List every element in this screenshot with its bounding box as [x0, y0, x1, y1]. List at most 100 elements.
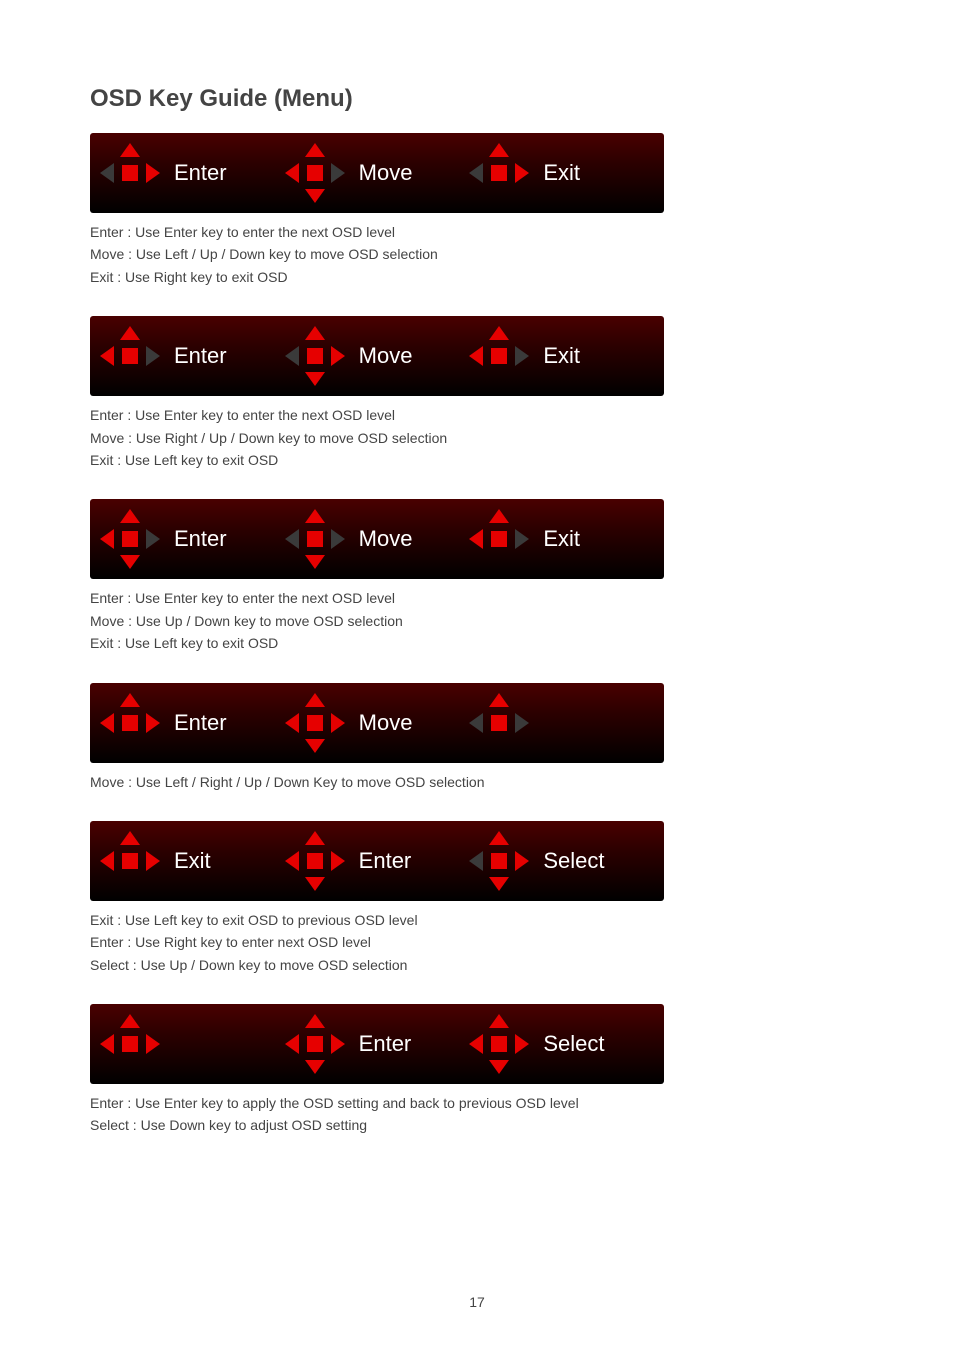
arrow-left-icon [469, 346, 483, 366]
key-description: Select : Use Up / Down key to move OSD s… [90, 954, 864, 976]
arrow-up-icon [120, 693, 140, 707]
key-group: Move [285, 507, 470, 571]
arrow-up-icon [120, 831, 140, 845]
arrow-left-icon [285, 851, 299, 871]
page-title: OSD Key Guide (Menu) [90, 85, 864, 113]
arrow-right-icon [331, 346, 345, 366]
arrow-right-icon [515, 1034, 529, 1054]
arrow-right-icon [146, 713, 160, 733]
key-group: Select [469, 1012, 654, 1076]
center-square-icon [122, 1036, 138, 1052]
arrow-left-icon [100, 851, 114, 871]
arrow-down-icon [305, 739, 325, 753]
key-label: Enter [174, 160, 227, 186]
key-group: Enter [285, 1012, 470, 1076]
arrow-down-icon [489, 877, 509, 891]
arrow-left-icon [285, 346, 299, 366]
key-guide-section: EnterMoveMove : Use Left / Right / Up / … [90, 683, 864, 793]
joystick-icon [100, 1012, 160, 1076]
arrow-right-icon [146, 163, 160, 183]
center-square-icon [307, 165, 323, 181]
arrow-right-icon [515, 346, 529, 366]
joystick-icon [285, 829, 345, 893]
arrow-right-icon [331, 851, 345, 871]
key-guide-section: EnterMoveExit Enter : Use Enter key to en… [90, 316, 864, 471]
arrow-up-icon [305, 693, 325, 707]
arrow-right-icon [146, 346, 160, 366]
arrow-right-icon [515, 851, 529, 871]
arrow-left-icon [469, 851, 483, 871]
joystick-icon [285, 324, 345, 388]
center-square-icon [122, 715, 138, 731]
key-guide-bar: Enter Move Exit [90, 133, 664, 213]
arrow-up-icon [120, 143, 140, 157]
arrow-right-icon [146, 529, 160, 549]
key-guide-bar: Enter Select [90, 1004, 664, 1084]
key-guide-section: Enter Select Enter : Use Enter key to appl… [90, 1004, 864, 1137]
key-label: Enter [174, 710, 227, 736]
joystick-icon [100, 691, 160, 755]
arrow-up-icon [489, 143, 509, 157]
center-square-icon [307, 715, 323, 731]
arrow-left-icon [285, 529, 299, 549]
arrow-up-icon [120, 1014, 140, 1028]
center-square-icon [491, 165, 507, 181]
key-guide-bar: EnterMoveExit [90, 316, 664, 396]
arrow-left-icon [100, 346, 114, 366]
joystick-icon [285, 507, 345, 571]
key-group: Select [469, 829, 654, 893]
arrow-up-icon [489, 326, 509, 340]
key-guide-bar: Enter Move [90, 683, 664, 763]
key-description: Enter : Use Enter key to apply the OSD s… [90, 1092, 864, 1114]
key-group [100, 1012, 285, 1076]
key-group: Enter [100, 507, 285, 571]
center-square-icon [307, 348, 323, 364]
joystick-icon [100, 507, 160, 571]
key-label: Exit [543, 160, 580, 186]
center-square-icon [491, 715, 507, 731]
key-guide-bar: Enter Move Exit [90, 499, 664, 579]
arrow-up-icon [305, 143, 325, 157]
arrow-down-icon [305, 555, 325, 569]
key-group: Move [285, 141, 470, 205]
joystick-icon [285, 141, 345, 205]
arrow-left-icon [285, 713, 299, 733]
key-label: Enter [174, 526, 227, 552]
key-description: Enter : Use Enter key to enter the next … [90, 404, 864, 426]
arrow-left-icon [100, 713, 114, 733]
joystick-icon [469, 1012, 529, 1076]
key-group: Enter [100, 141, 285, 205]
key-group: Enter [100, 691, 285, 755]
arrow-up-icon [305, 509, 325, 523]
center-square-icon [122, 348, 138, 364]
center-square-icon [122, 165, 138, 181]
arrow-down-icon [305, 1060, 325, 1074]
joystick-icon [469, 829, 529, 893]
joystick-icon [285, 1012, 345, 1076]
arrow-up-icon [120, 509, 140, 523]
key-label: Exit [543, 526, 580, 552]
arrow-right-icon [146, 851, 160, 871]
key-label: Move [359, 160, 413, 186]
arrow-up-icon [305, 831, 325, 845]
arrow-left-icon [469, 1034, 483, 1054]
arrow-up-icon [489, 1014, 509, 1028]
key-group: Exit [469, 507, 654, 571]
arrow-up-icon [489, 693, 509, 707]
center-square-icon [122, 853, 138, 869]
key-label: Move [359, 526, 413, 552]
arrow-up-icon [489, 509, 509, 523]
key-description: Exit : Use Left key to exit OSD [90, 632, 864, 654]
key-description: Enter : Use Enter key to enter the next … [90, 221, 864, 243]
key-label: Move [359, 710, 413, 736]
arrow-down-icon [120, 555, 140, 569]
key-guide-section: EnterMoveExitEnter : Use Enter key to en… [90, 499, 864, 654]
arrow-left-icon [469, 529, 483, 549]
key-label: Select [543, 1031, 604, 1057]
key-guide-section: Enter Move Exit Enter : Use Enter key to en… [90, 133, 864, 288]
key-label: Enter [174, 343, 227, 369]
key-group: Exit [100, 829, 285, 893]
key-label: Enter [359, 1031, 412, 1057]
joystick-icon [469, 691, 529, 755]
joystick-icon [469, 507, 529, 571]
